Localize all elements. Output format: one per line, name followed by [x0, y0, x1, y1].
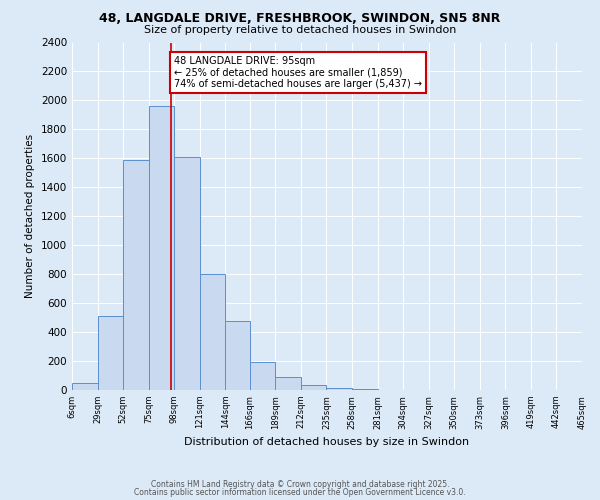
Text: Size of property relative to detached houses in Swindon: Size of property relative to detached ho…: [144, 25, 456, 35]
Text: Contains HM Land Registry data © Crown copyright and database right 2025.: Contains HM Land Registry data © Crown c…: [151, 480, 449, 489]
Bar: [149, 106, 174, 390]
X-axis label: Distribution of detached houses by size in Swindon: Distribution of detached houses by size …: [184, 437, 470, 447]
Bar: [226, 320, 250, 390]
Bar: [98, 316, 123, 390]
Text: Contains public sector information licensed under the Open Government Licence v3: Contains public sector information licen…: [134, 488, 466, 497]
Bar: [200, 274, 226, 390]
Y-axis label: Number of detached properties: Number of detached properties: [25, 134, 35, 298]
Bar: [301, 385, 326, 390]
Bar: [72, 383, 98, 390]
Bar: [123, 160, 149, 390]
Text: 48, LANGDALE DRIVE, FRESHBROOK, SWINDON, SN5 8NR: 48, LANGDALE DRIVE, FRESHBROOK, SWINDON,…: [100, 12, 500, 26]
Bar: [174, 157, 200, 390]
Bar: [275, 377, 301, 390]
Text: 48 LANGDALE DRIVE: 95sqm
← 25% of detached houses are smaller (1,859)
74% of sem: 48 LANGDALE DRIVE: 95sqm ← 25% of detach…: [174, 56, 422, 88]
Bar: [326, 388, 352, 390]
Bar: [250, 362, 275, 390]
